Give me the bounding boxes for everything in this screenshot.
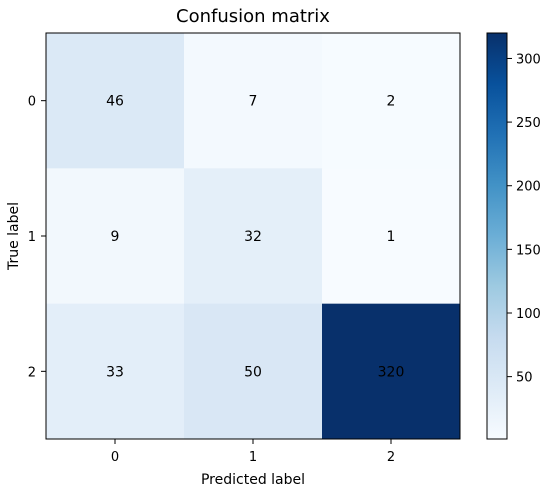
y-tick-label: 2 (28, 365, 36, 380)
colorbar-tick-label: 300 (516, 52, 541, 67)
cell-value-label: 32 (244, 229, 262, 245)
heatmap-cell (46, 33, 185, 169)
colorbar-tick-label: 250 (516, 116, 541, 131)
cell-value-label: 9 (111, 229, 120, 245)
colorbar (486, 32, 508, 440)
heatmap-cell (322, 303, 461, 440)
heatmap-cell (322, 168, 461, 305)
cell-value-label: 50 (244, 364, 262, 380)
x-axis-label: Predicted label (201, 472, 305, 488)
cell-value-label: 7 (249, 94, 258, 110)
heatmap-cell (46, 168, 185, 305)
heatmap-cell (184, 168, 323, 305)
y-tick-label: 0 (28, 95, 36, 110)
cell-value-label: 2 (387, 94, 396, 110)
colorbar-tick-label: 50 (516, 371, 533, 386)
x-tick-label: 0 (111, 450, 119, 465)
heatmap-cell (184, 33, 323, 169)
x-tick-label: 2 (387, 450, 395, 465)
cell-value-label: 46 (106, 94, 124, 110)
heatmap-cells (46, 33, 461, 440)
colorbar-tick-label: 150 (516, 243, 541, 258)
colorbar-ticks: 50 100 150 200 250 300 (507, 52, 541, 386)
y-axis-ticks: 0 1 2 (28, 95, 46, 380)
heatmap-cell-labels: 46 7 2 9 32 1 33 50 320 (106, 94, 404, 381)
cell-value-label: 320 (378, 364, 405, 380)
x-axis-ticks: 0 1 2 (111, 439, 395, 465)
cell-value-label: 33 (106, 364, 124, 380)
heatmap-cell (46, 303, 185, 440)
colorbar-tick-label: 200 (516, 180, 541, 195)
y-tick-label: 1 (28, 230, 36, 245)
colorbar-tick-label: 100 (516, 307, 541, 322)
heatmap-cell (184, 303, 323, 440)
y-axis-label: True label (6, 202, 22, 271)
heatmap-cell (322, 33, 461, 169)
chart-title: Confusion matrix (176, 6, 330, 27)
cell-value-label: 1 (387, 229, 396, 245)
x-tick-label: 1 (249, 450, 257, 465)
